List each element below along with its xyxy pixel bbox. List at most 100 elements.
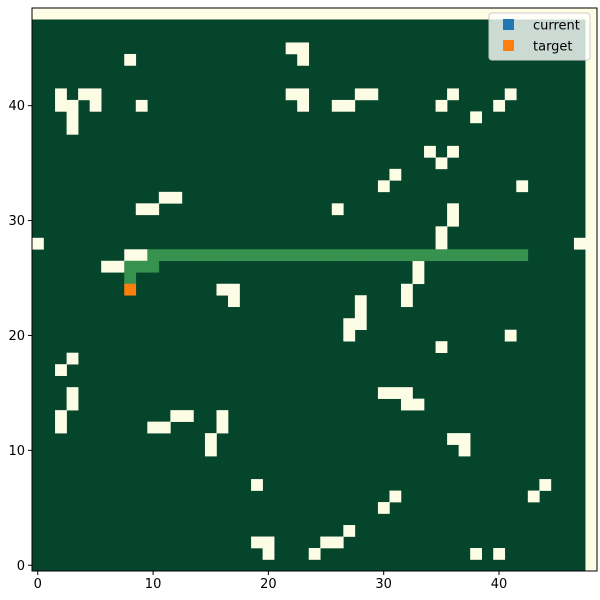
obstacle-cell: [389, 490, 402, 503]
obstacle-cell: [331, 536, 344, 549]
obstacle-cell: [573, 237, 586, 250]
obstacle-cell: [354, 318, 367, 331]
path-cell: [124, 260, 137, 273]
target-cell: [124, 283, 137, 296]
obstacle-cell: [124, 53, 137, 66]
path-cell: [251, 249, 263, 262]
x-tick-label: 20: [260, 577, 277, 592]
path-cell: [181, 249, 194, 262]
legend-swatch-current: [503, 19, 514, 30]
obstacle-cell: [343, 525, 356, 537]
obstacle-cell: [66, 122, 79, 135]
path-cell: [216, 249, 229, 262]
path-cell: [239, 249, 252, 262]
path-cell: [193, 249, 206, 262]
path-cell: [481, 249, 494, 262]
obstacle-cell: [181, 410, 194, 422]
obstacle-cell: [262, 536, 275, 549]
obstacle-cell: [343, 318, 356, 331]
obstacle-cell: [204, 444, 217, 457]
obstacle-cell: [470, 111, 482, 124]
path-cell: [331, 249, 344, 262]
path-cell: [389, 249, 402, 262]
legend-label-current: current: [533, 19, 580, 34]
obstacle-cell: [377, 387, 390, 399]
path-cell: [135, 260, 148, 273]
y-axis-ticks: 0 10 20 30 40: [8, 99, 32, 574]
obstacle-cell: [308, 548, 321, 560]
obstacle-cell: [389, 168, 402, 181]
obstacle-cell: [377, 502, 390, 514]
obstacle-cell: [66, 352, 79, 365]
obstacle-cell: [55, 88, 67, 101]
obstacle-cell: [412, 398, 425, 411]
obstacle-cell: [435, 237, 448, 250]
obstacle-cell: [135, 249, 148, 262]
obstacle-cell: [147, 421, 160, 434]
obstacle-cell: [504, 88, 517, 101]
obstacle-cell: [331, 99, 344, 112]
obstacle-cell: [400, 387, 413, 399]
marker-cells: [124, 283, 137, 296]
legend-label-target: target: [533, 40, 573, 55]
obstacle-cell: [343, 99, 356, 112]
path-cell: [424, 249, 436, 262]
obstacle-cell: [516, 180, 529, 193]
y-tick-label: 40: [8, 99, 25, 114]
obstacle-cell: [320, 536, 333, 549]
path-cell: [158, 249, 171, 262]
path-cell: [320, 249, 333, 262]
obstacle-cell: [135, 203, 148, 216]
path-cell: [458, 249, 471, 262]
obstacle-cell: [170, 191, 183, 204]
path-cell: [354, 249, 367, 262]
obstacle-cell: [377, 180, 390, 193]
axes-frame: [31, 7, 598, 572]
obstacle-cell: [412, 272, 425, 285]
obstacle-cell: [262, 548, 275, 560]
path-cells: [124, 249, 529, 285]
x-tick-label: 0: [34, 577, 42, 592]
path-cell: [412, 249, 425, 262]
path-cell: [447, 249, 459, 262]
path-cell: [504, 249, 517, 262]
path-cell: [285, 249, 298, 262]
obstacle-cell: [354, 295, 367, 308]
obstacle-cell: [101, 260, 114, 273]
obstacle-cell: [78, 88, 90, 101]
obstacle-cell: [447, 214, 459, 227]
obstacle-cell: [55, 421, 67, 434]
x-tick-label: 10: [145, 577, 162, 592]
obstacle-cell: [412, 260, 425, 273]
obstacle-cell: [470, 548, 482, 560]
obstacle-cell: [147, 203, 160, 216]
path-cell: [262, 249, 275, 262]
path-cell: [493, 249, 506, 262]
obstacle-cell: [66, 99, 79, 112]
obstacle-cell: [285, 42, 298, 55]
obstacle-cell: [504, 329, 517, 342]
y-tick-label: 10: [8, 444, 25, 459]
obstacle-cell: [343, 329, 356, 342]
grid-cells: [32, 19, 586, 571]
path-cell: [470, 249, 482, 262]
path-cell: [297, 249, 310, 262]
obstacle-cell: [66, 111, 79, 124]
obstacle-cell: [89, 88, 102, 101]
obstacle-cell: [458, 433, 471, 445]
obstacle-cell: [204, 433, 217, 445]
obstacle-cell: [354, 306, 367, 319]
obstacle-cell: [424, 145, 436, 158]
path-cell: [377, 249, 390, 262]
path-cell: [147, 249, 160, 262]
obstacle-cell: [32, 237, 44, 250]
obstacle-cell: [400, 295, 413, 308]
x-tick-label: 40: [491, 577, 508, 592]
path-cell: [124, 272, 137, 285]
legend: current target: [488, 12, 591, 61]
obstacle-cell: [112, 260, 125, 273]
obstacle-cell: [158, 191, 171, 204]
obstacle-cell: [66, 387, 79, 399]
path-cell: [274, 249, 286, 262]
